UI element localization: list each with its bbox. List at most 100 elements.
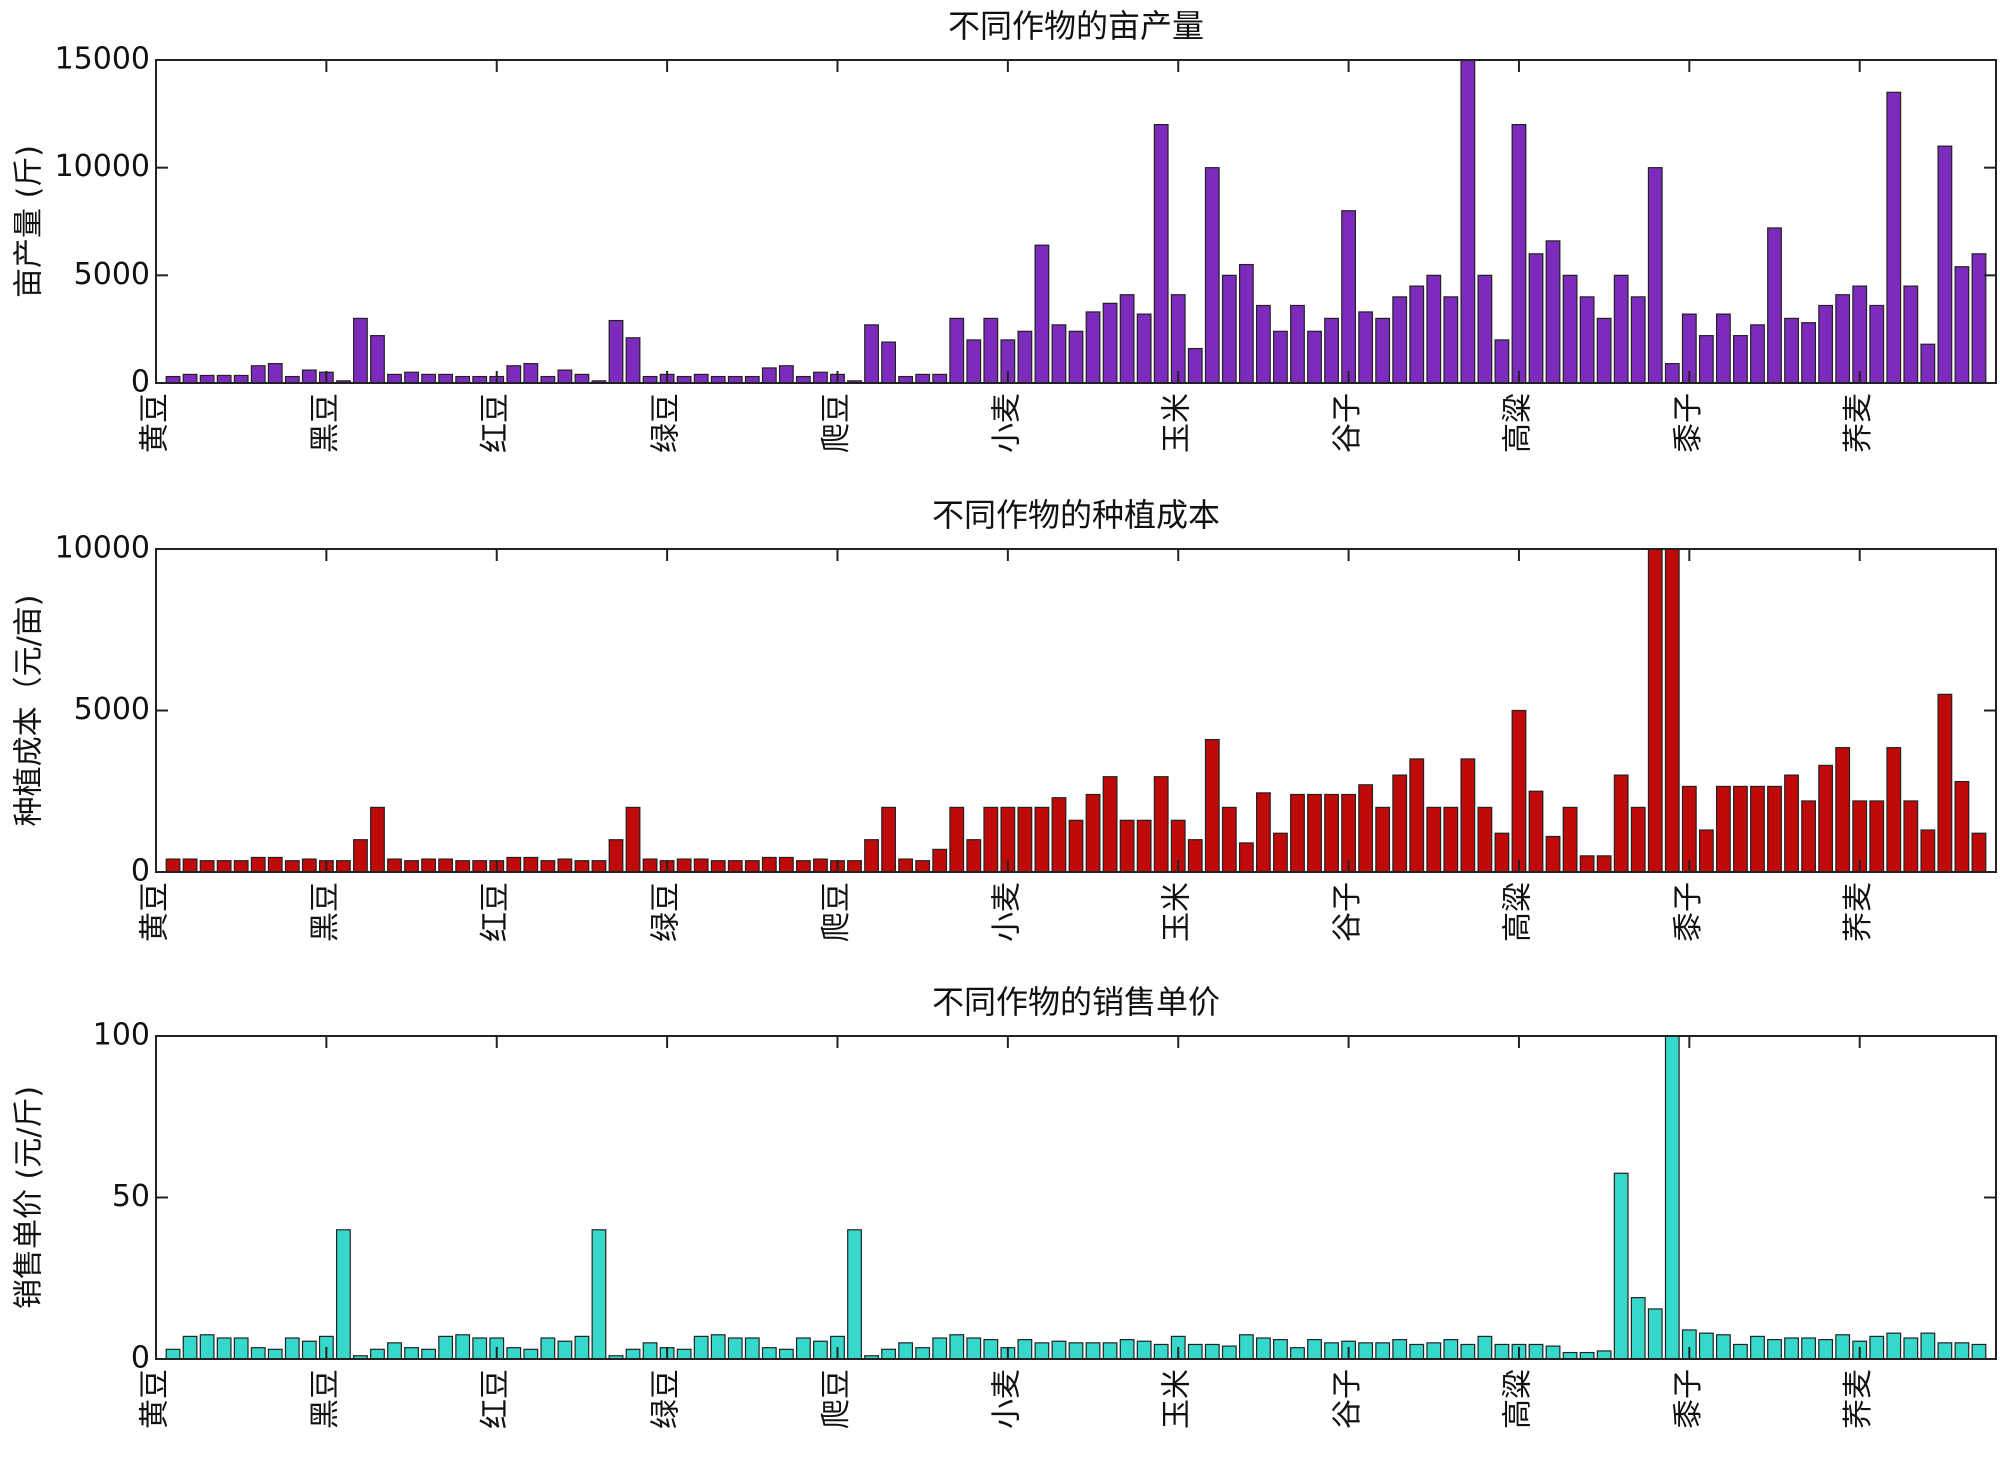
x-tick-label: 谷子: [1330, 882, 1365, 942]
bar: [1937, 1342, 1953, 1360]
bar: [1051, 1340, 1067, 1360]
x-tick-label: 黄豆: [138, 882, 173, 942]
bar: [1954, 266, 1970, 384]
bar: [813, 858, 828, 873]
bar: [250, 856, 266, 873]
bar: [761, 367, 777, 384]
bar: [864, 839, 879, 873]
bar: [1204, 167, 1220, 384]
bar: [1187, 347, 1203, 384]
bar: [1255, 304, 1271, 384]
bar: [1613, 274, 1629, 384]
bar: [421, 1348, 437, 1360]
bar: [1051, 324, 1067, 384]
bar: [1290, 1347, 1305, 1360]
bar: [727, 1337, 743, 1360]
bar: [1307, 793, 1322, 873]
bar: [1715, 1334, 1731, 1360]
bar: [284, 860, 300, 873]
bar: [250, 365, 266, 384]
bar: [881, 1348, 897, 1360]
y-tick-label: 5000: [74, 257, 150, 292]
bar: [1937, 693, 1953, 873]
bar: [165, 858, 181, 873]
bar: [1630, 296, 1646, 384]
x-tick-label: 绿豆: [649, 1369, 684, 1429]
bar: [966, 339, 982, 384]
bar: [1647, 167, 1663, 384]
bar: [881, 806, 897, 873]
bar: [1443, 806, 1459, 873]
bar: [1426, 806, 1442, 873]
bar: [387, 373, 402, 384]
bar: [625, 806, 641, 873]
chart-title: 不同作物的种植成本: [932, 496, 1220, 534]
bar: [1835, 294, 1851, 384]
y-tick-label: 0: [131, 365, 150, 400]
bar: [1494, 339, 1510, 384]
bar: [1221, 274, 1237, 384]
bar: [387, 858, 402, 873]
bar: [1511, 123, 1527, 384]
bar: [1562, 274, 1578, 384]
x-tick-label: 荞麦: [1841, 393, 1876, 453]
bar: [506, 1347, 522, 1360]
bar: [898, 1342, 914, 1360]
bar: [1613, 774, 1629, 873]
bar: [1784, 317, 1799, 384]
bar: [693, 858, 709, 873]
bar: [182, 1335, 198, 1360]
bar: [335, 860, 351, 873]
bar: [881, 341, 897, 384]
bar: [1801, 800, 1817, 873]
bar: [915, 1347, 931, 1360]
x-tick-label: 黍子: [1671, 882, 1706, 942]
bar: [370, 1348, 385, 1360]
bar: [199, 374, 215, 384]
bar: [574, 860, 590, 873]
bar: [1136, 1340, 1152, 1360]
bar: [1068, 330, 1084, 384]
bar: [1119, 294, 1135, 384]
bar: [1443, 296, 1459, 384]
bar: [1835, 747, 1851, 873]
bar: [983, 1339, 999, 1360]
bar: [250, 1347, 266, 1360]
bar: [1511, 709, 1527, 873]
bar: [1290, 793, 1305, 873]
bar: [353, 317, 368, 384]
bar: [284, 1337, 300, 1360]
bar: [353, 839, 368, 873]
bar: [523, 363, 539, 384]
bar: [1903, 1337, 1919, 1360]
bar: [1409, 1343, 1425, 1360]
bar: [1273, 832, 1288, 873]
bar: [216, 860, 232, 873]
bar: [1596, 855, 1612, 873]
bar: [949, 806, 965, 873]
x-tick-label: 小麦: [989, 882, 1024, 942]
bar: [761, 856, 777, 873]
x-tick-label: 高粱: [1500, 882, 1535, 942]
x-tick-label: 爬豆: [819, 882, 854, 942]
bar: [1886, 91, 1902, 384]
bar: [1324, 1342, 1339, 1360]
bar: [1954, 1342, 1970, 1360]
x-tick-label: 爬豆: [819, 1369, 854, 1429]
bar: [932, 1337, 948, 1360]
bar: [1119, 819, 1135, 873]
bar: [267, 856, 283, 873]
bar: [1358, 1342, 1374, 1360]
bar: [608, 839, 624, 873]
bar: [455, 860, 471, 873]
bar: [932, 373, 948, 384]
bar: [335, 1229, 351, 1360]
bar: [1869, 304, 1885, 384]
bar: [1733, 785, 1748, 873]
bar: [301, 858, 317, 873]
bar: [1971, 253, 1987, 384]
bar: [676, 858, 692, 873]
bar: [1835, 1334, 1851, 1360]
y-axis-label: 销售单价 (元/斤): [12, 1086, 47, 1309]
